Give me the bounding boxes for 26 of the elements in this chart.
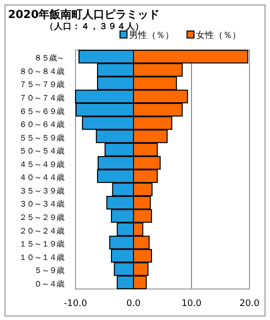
x-tick-label: 20.0	[239, 299, 260, 309]
y-tick-label: １０～１４歳	[19, 252, 64, 262]
x-tick-label: -10.0	[64, 299, 88, 309]
y-tick-label: ４５～４９歳	[19, 160, 64, 169]
legend-label: 女性（％）	[196, 30, 241, 41]
y-tick-label: ５０～５４歳	[19, 146, 64, 156]
y-tick-label: ３５～３９歳	[19, 186, 64, 196]
y-tick-label: ５～９歳	[34, 266, 64, 276]
x-tick-label: 0.0	[126, 299, 141, 309]
y-tick-label: ７０～７４歳	[19, 93, 64, 102]
y-tick-label: ８５歳～	[34, 54, 64, 63]
y-tick-label: ６０～６４歳	[19, 120, 64, 130]
x-tick-label: 10.0	[181, 299, 202, 309]
chart-subtitle: （人口：４，３９４人）	[45, 21, 144, 32]
y-tick-label: ４０～４４歳	[19, 173, 64, 182]
y-tick-label: ３０～３４歳	[19, 200, 64, 209]
y-tick-label: ８０～８４歳	[19, 66, 64, 76]
y-tick-label: ６５～６９歳	[19, 106, 64, 116]
y-tick-label: ５５～５９歳	[19, 133, 64, 142]
y-tick-label: ０～４歳	[34, 279, 64, 288]
y-tick-label: ７５～７９歳	[19, 80, 64, 90]
legend-label: 男性（％）	[129, 30, 174, 41]
y-tick-label: ２０～２４歳	[19, 226, 64, 236]
y-tick-label: １５～１９歳	[19, 240, 64, 249]
chart-title: 2020年飯南町人口ピラミッド	[8, 8, 160, 21]
y-tick-label: ２５～２９歳	[19, 212, 64, 222]
